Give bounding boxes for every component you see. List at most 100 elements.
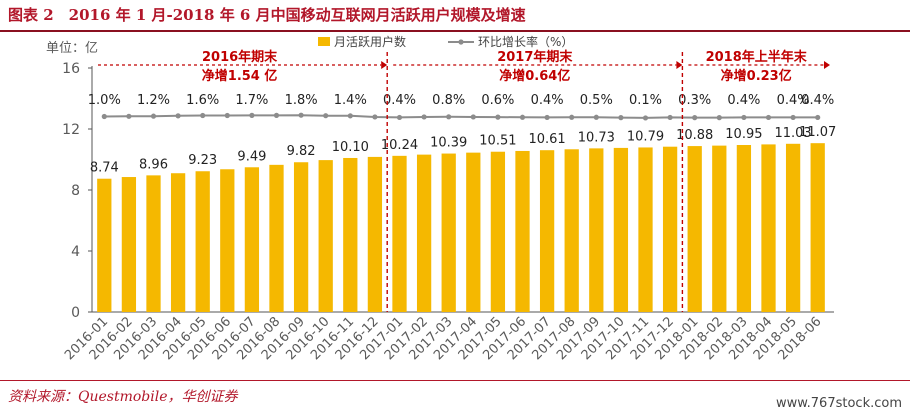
- y-tick-label: 8: [71, 183, 80, 199]
- growth-rate-point: [765, 114, 772, 121]
- growth-rate-label: 0.6%: [481, 93, 514, 108]
- bar: [638, 147, 653, 312]
- growth-rate-point: [446, 114, 452, 120]
- data-labels: 8.74 8.96 9.23 9.49 9.82 10.10 10.24 10.39 10.51…: [88, 93, 837, 176]
- growth-rate-point: [126, 113, 132, 119]
- legend-swatch-bar: [318, 37, 330, 46]
- growth-rate-point: [716, 115, 722, 121]
- arrow-head: [381, 61, 388, 69]
- bar-line-chart: 0 4 8 12 16 单位：亿 8.74 8.96 9.23 9.49 9.82 10.10 10.…: [46, 34, 837, 363]
- y-tick-label: 0: [71, 305, 80, 321]
- x-tick-labels: 2016-012016-022016-032016-042016-052016-…: [62, 314, 824, 363]
- axes: 0 4 8 12 16 单位：亿: [46, 41, 834, 321]
- legend: 月活跃用户数 环比增长率（%）: [318, 34, 573, 49]
- bar: [293, 162, 309, 312]
- annotation-line2: 净增1.54 亿: [202, 68, 278, 84]
- line-series: [101, 112, 821, 121]
- title-rule: [0, 30, 910, 32]
- bar-value-label: 9.23: [188, 153, 217, 168]
- growth-rate-line: [104, 114, 818, 119]
- legend-label-line: 环比增长率（%）: [478, 34, 573, 49]
- growth-rate-point: [544, 114, 550, 121]
- bar-value-label: 10.95: [725, 127, 762, 142]
- bar-value-label: 10.39: [430, 136, 467, 151]
- figure-title: 图表 2 2016 年 1 月-2018 年 6 月中国移动互联网月活跃用户规模…: [8, 6, 526, 24]
- bar: [761, 144, 776, 312]
- growth-rate-point: [618, 115, 624, 121]
- bar: [220, 169, 235, 312]
- arrow-head: [824, 61, 830, 69]
- annotation-line2: 净增0.23亿: [721, 68, 792, 84]
- growth-rate-point: [347, 113, 353, 119]
- bar: [613, 147, 629, 312]
- growth-rate-label: 0.4%: [531, 93, 564, 108]
- annotation-line2: 净增0.64亿: [499, 68, 570, 84]
- bar: [539, 150, 555, 312]
- growth-rate-point: [200, 112, 206, 119]
- growth-rate-label: 1.4%: [334, 93, 367, 108]
- growth-rate-point: [249, 112, 255, 118]
- bar: [367, 156, 383, 312]
- growth-rate-point: [815, 114, 821, 121]
- growth-rate-point: [642, 115, 649, 121]
- bar-value-label: 11.03: [774, 126, 811, 141]
- source-note: 资料来源：Questmobile，华创证券: [8, 389, 238, 405]
- bar: [170, 173, 186, 312]
- bar-value-label: 10.10: [332, 140, 369, 155]
- bar: [712, 145, 727, 312]
- bar: [785, 143, 801, 312]
- y-tick-label: 12: [62, 122, 80, 138]
- bar: [318, 160, 333, 312]
- bar-value-label: 10.88: [676, 128, 713, 143]
- growth-rate-label: 0.8%: [432, 93, 465, 108]
- bar: [687, 146, 702, 312]
- bar: [515, 150, 530, 312]
- bar: [589, 148, 604, 312]
- bar-value-label: 10.51: [479, 134, 516, 149]
- growth-rate-point: [790, 114, 796, 121]
- growth-rate-point: [396, 114, 403, 121]
- legend-label-bar: 月活跃用户数: [334, 34, 406, 49]
- bar: [416, 154, 432, 312]
- growth-rate-point: [741, 114, 747, 121]
- growth-rate-point: [273, 112, 280, 118]
- growth-rate-point: [667, 114, 673, 121]
- legend-marker-line: [458, 39, 464, 45]
- bar-value-label: 9.82: [287, 144, 316, 159]
- growth-rate-point: [495, 114, 501, 120]
- growth-rate-point: [593, 114, 599, 120]
- footer-rule: [0, 380, 910, 381]
- annotation-line1: 2018年上半年末: [706, 49, 808, 65]
- bar: [810, 143, 825, 312]
- arrow-head: [676, 61, 683, 69]
- watermark: www.767stock.com: [775, 396, 902, 411]
- growth-rate-label: 0.4%: [777, 93, 810, 108]
- bar: [343, 157, 358, 312]
- bar: [146, 175, 161, 312]
- bar-value-label: 10.73: [578, 130, 615, 145]
- bar: [244, 167, 260, 312]
- growth-rate-point: [421, 114, 427, 120]
- bar-value-label: 9.49: [237, 149, 266, 164]
- growth-rate-label: 0.1%: [629, 93, 662, 108]
- growth-rate-label: 1.6%: [186, 93, 219, 108]
- growth-rate-label: 0.4%: [727, 93, 760, 108]
- bar: [490, 151, 506, 312]
- y-tick-label: 16: [62, 61, 80, 77]
- bar-value-label: 10.79: [627, 129, 664, 144]
- growth-rate-label: 1.0%: [88, 93, 121, 108]
- bar: [97, 178, 112, 312]
- growth-rate-point: [470, 114, 476, 120]
- bar: [736, 145, 752, 312]
- y-tick-label: 4: [71, 244, 80, 260]
- annotation-line1: 2017年期末: [497, 49, 573, 65]
- bar: [121, 177, 137, 312]
- bar-value-label: 10.61: [528, 132, 565, 147]
- y-axis-label: 单位：亿: [46, 41, 98, 56]
- growth-rate-label: 0.3%: [678, 93, 711, 108]
- growth-rate-point: [298, 112, 304, 118]
- bar: [392, 155, 407, 312]
- growth-rate-point: [175, 113, 181, 119]
- growth-rate-label: 1.7%: [235, 93, 268, 108]
